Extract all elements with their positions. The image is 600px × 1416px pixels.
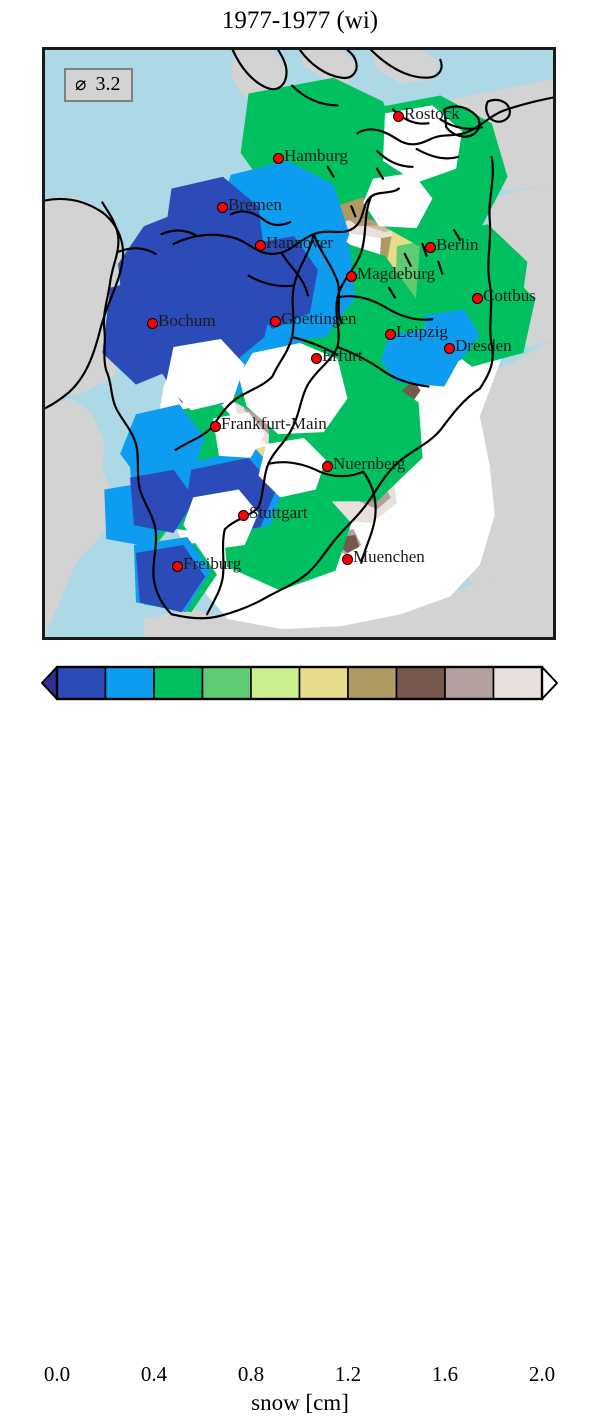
colorbar-segment-4 [250, 666, 301, 700]
colorbar-segment-1 [104, 666, 155, 700]
city-dot-icon [346, 271, 357, 282]
city-dot-icon [210, 421, 221, 432]
colorbar-segment-8 [444, 666, 495, 700]
city-dot-icon [322, 461, 333, 472]
city-dot-icon [393, 111, 404, 122]
city-dot-icon [270, 316, 281, 327]
city-label: Erfurt [322, 346, 363, 365]
city-label: Stuttgart [249, 503, 308, 522]
colorbar-extend-max [541, 666, 558, 700]
colorbar-segment-2 [153, 666, 204, 700]
city-label: Bremen [228, 195, 282, 214]
colorbar-tick-2: 0.8 [237, 1362, 265, 1386]
city-dot-icon [444, 343, 455, 354]
city-label: Goettingen [281, 309, 357, 328]
city-dot-icon [273, 153, 284, 164]
snow-white-patches [165, 105, 463, 551]
city-label: Rostock [404, 104, 460, 123]
colorbar-segment-6 [347, 666, 398, 700]
city-label: Leipzig [396, 322, 448, 341]
city-label: Hamburg [284, 146, 348, 165]
city-label: Nuernberg [333, 454, 406, 473]
colorbar-tick-3: 1.2 [334, 1362, 362, 1386]
city-label: Magdeburg [357, 264, 436, 283]
colorbar-segment-5 [298, 666, 349, 700]
city-label: Frankfurt-Main [221, 414, 327, 433]
mean-annotation-box: ⌀ 3.2 [64, 68, 134, 102]
city-label: Muenchen [353, 547, 425, 566]
colorbar-swatches [41, 665, 558, 701]
city-dot-icon [472, 293, 483, 304]
colorbar-axis-label: snow [cm] [251, 1390, 349, 1415]
colorbar-segment-7 [395, 666, 446, 700]
neighbour-land-layer [45, 50, 553, 637]
city-label: Bochum [158, 311, 216, 330]
city-dot-icon [342, 554, 353, 565]
city-label: Dresden [455, 336, 512, 355]
city-dot-icon [238, 510, 249, 521]
city-dot-icon [425, 242, 436, 253]
mean-value: 3.2 [95, 73, 121, 95]
city-label: Freiburg [183, 554, 242, 573]
colorbar-tick-1: 0.4 [140, 1362, 168, 1386]
colorbar-tick-5: 2.0 [528, 1362, 556, 1386]
map-canvas [45, 50, 553, 637]
map-plot-area: ⌀ 3.2 Rostock Hamburg Bremen Berlin Hannover M… [42, 47, 556, 640]
colorbar-tick-labels: 0.0 0.4 0.8 1.2 1.6 2.0 [0, 1362, 600, 1390]
city-dot-icon [172, 561, 183, 572]
colorbar-segment-3 [201, 666, 252, 700]
colorbar-tick-0: 0.0 [43, 1362, 71, 1386]
city-label: Cottbus [483, 286, 536, 305]
colorbar-segment-0 [56, 666, 107, 700]
map-svg [45, 50, 553, 637]
colorbar-tick-4: 1.6 [431, 1362, 459, 1386]
city-label: Berlin [436, 235, 479, 254]
colorbar: 0.0 0.4 0.8 1.2 1.6 2.0 snow [cm] [0, 660, 600, 1415]
colorbar-extend-min [41, 666, 58, 700]
mean-symbol: ⌀ [75, 74, 87, 95]
city-dot-icon [255, 240, 266, 251]
city-dot-icon [385, 329, 396, 340]
city-label: Hannover [266, 233, 334, 252]
city-dot-icon [147, 318, 158, 329]
colorbar-segment-9 [492, 666, 543, 700]
city-dot-icon [311, 353, 322, 364]
page-title: 1977-1977 (wi) [221, 7, 379, 34]
city-dot-icon [217, 202, 228, 213]
colorbar-outline [55, 665, 544, 701]
